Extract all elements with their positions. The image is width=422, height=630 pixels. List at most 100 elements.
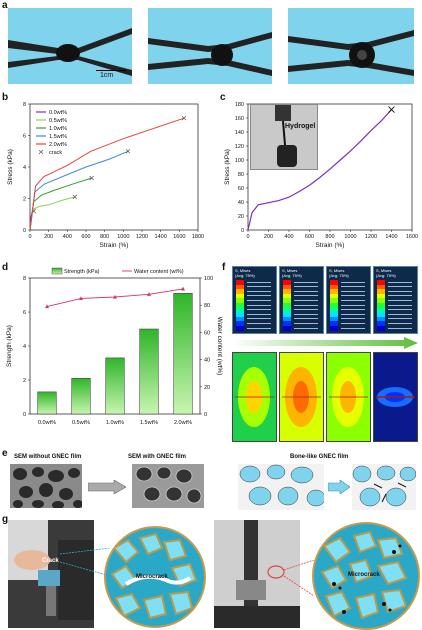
stress-legend-box: S, Mises (Avg: 75%) bbox=[326, 266, 371, 334]
stress-color-step bbox=[283, 312, 291, 317]
chart-d-y2tick-label: 80 bbox=[204, 303, 210, 309]
stress-value-line bbox=[294, 295, 318, 297]
stress-color-step bbox=[330, 316, 338, 322]
chart-c-xtick-label: 1400 bbox=[385, 234, 397, 240]
stress-value-line bbox=[247, 290, 271, 292]
chart-b-xlabel: Strain (%) bbox=[100, 242, 129, 249]
arrow-e-left bbox=[87, 479, 128, 499]
photo-a3 bbox=[288, 8, 414, 84]
chart-c-crack-marker bbox=[388, 106, 395, 113]
microcrack-circle-right: Microcrack bbox=[312, 522, 420, 630]
chart-b-ytick-label: 2 bbox=[23, 197, 26, 203]
chart-c-xtick-label: 0 bbox=[246, 234, 249, 240]
stress-color-step bbox=[236, 303, 244, 308]
chart-d-ytick-label: 4 bbox=[23, 344, 26, 350]
stress-color-step bbox=[330, 307, 338, 313]
stress-value-line bbox=[247, 313, 271, 315]
chart-d-bar bbox=[173, 293, 193, 415]
stress-color-step bbox=[236, 284, 244, 290]
chart-b-crack-marker bbox=[125, 149, 131, 154]
chart-d-ytick-label: 0 bbox=[23, 412, 26, 418]
chart-d-category-label: 2.0wt% bbox=[174, 420, 192, 426]
chart-b-crack-marker bbox=[89, 175, 94, 181]
chart-d-bar bbox=[71, 378, 91, 415]
stress-color-step bbox=[377, 298, 385, 303]
stress-color-step bbox=[236, 307, 244, 313]
stress-value-line bbox=[247, 295, 271, 297]
chart-d-y2label: Water content (wt%) bbox=[216, 317, 223, 376]
chart-b-series-line bbox=[29, 177, 92, 231]
stress-color-step bbox=[377, 280, 385, 285]
hydrogel-inset-photo bbox=[275, 105, 297, 167]
chart-b-xtick-label: 1200 bbox=[136, 234, 148, 240]
chart-b-xtick-label: 1600 bbox=[173, 234, 185, 240]
stress-value-line bbox=[341, 290, 365, 292]
chart-b-ytick-label: 6 bbox=[23, 134, 26, 140]
chart-d-ytick-label: 2 bbox=[23, 378, 26, 384]
panel-label-d: d bbox=[2, 262, 9, 273]
chart-c-ytick-label: 60 bbox=[238, 186, 244, 192]
chart-c-xtick-label: 1200 bbox=[365, 234, 377, 240]
stress-color-step bbox=[377, 307, 385, 313]
stress-color-step bbox=[330, 326, 338, 331]
stress-legend-subtitle: (Avg: 75%) bbox=[329, 273, 349, 278]
stress-color-step bbox=[377, 321, 385, 326]
stress-color-step bbox=[330, 289, 338, 294]
stress-color-step bbox=[283, 284, 291, 290]
chart-d-water-point bbox=[113, 294, 117, 299]
stress-color-step bbox=[283, 280, 291, 285]
stress-color-step bbox=[330, 280, 338, 285]
stress-value-line bbox=[247, 281, 271, 283]
hydrogel-inset: Hydrogel bbox=[250, 104, 318, 170]
stress-color-step bbox=[330, 321, 338, 326]
connector-left bbox=[59, 547, 120, 583]
stress-color-step bbox=[236, 316, 244, 322]
chart-d-ytick-label: 6 bbox=[23, 310, 26, 316]
stress-color-step bbox=[283, 298, 291, 303]
stress-color-step bbox=[283, 321, 291, 326]
stress-value-line bbox=[294, 318, 318, 320]
stress-color-step bbox=[330, 303, 338, 308]
chart-b-xtick-label: 800 bbox=[100, 234, 109, 240]
chart-c-ytick-label: 120 bbox=[235, 144, 244, 150]
stress-legend-title: S, Mises bbox=[282, 268, 298, 273]
chart-b-xtick-label: 0 bbox=[28, 234, 31, 240]
connector-right bbox=[266, 559, 318, 605]
stress-color-step bbox=[283, 307, 291, 313]
stress-value-line bbox=[341, 322, 365, 324]
chart-d-legend-line-label: Water content (wt%) bbox=[134, 269, 184, 275]
stress-value-line bbox=[388, 309, 412, 311]
stress-color-step bbox=[236, 280, 244, 285]
stress-legend-subtitle: (Avg: 75%) bbox=[376, 273, 396, 278]
stress-legend-box: S, Mises (Avg: 75%) bbox=[373, 266, 418, 334]
chart-d-bar bbox=[105, 357, 125, 415]
chart-d-y2tick-label: 40 bbox=[204, 358, 210, 364]
chart-b-ytick-label: 4 bbox=[23, 165, 26, 171]
chart-b-legend-label: 2.0wt% bbox=[49, 142, 67, 148]
stress-value-line bbox=[294, 286, 318, 288]
stress-value-line bbox=[247, 286, 271, 288]
chart-d-legend-bar-label: Strength (kPa) bbox=[64, 269, 100, 275]
chart-b-crack-marker bbox=[181, 115, 187, 121]
stress-value-line bbox=[294, 322, 318, 324]
chart-b-series-line bbox=[29, 196, 75, 231]
bone-like-film-right bbox=[352, 464, 416, 510]
stress-value-line bbox=[341, 318, 365, 320]
stress-simulation-image bbox=[232, 352, 277, 442]
chart-d-bar bbox=[37, 391, 57, 415]
chart-c-xlabel: Strain (%) bbox=[316, 242, 345, 249]
stress-value-line bbox=[388, 318, 412, 320]
chart-d-legend-bar-swatch bbox=[51, 267, 63, 275]
chart-c-xtick-label: 400 bbox=[284, 234, 293, 240]
chart-b-ytick-label: 0 bbox=[23, 228, 26, 234]
stress-value-line bbox=[341, 281, 365, 283]
chart-d-category-label: 1.0wt% bbox=[106, 420, 124, 426]
chart-c-ytick-label: 40 bbox=[238, 200, 244, 206]
stress-value-line bbox=[294, 281, 318, 283]
arrow-e-right bbox=[327, 479, 351, 499]
chart-b-xtick-label: 1800 bbox=[192, 234, 204, 240]
chart-c-xtick-label: 600 bbox=[305, 234, 314, 240]
stress-color-step bbox=[330, 284, 338, 290]
stress-color-step bbox=[377, 289, 385, 294]
